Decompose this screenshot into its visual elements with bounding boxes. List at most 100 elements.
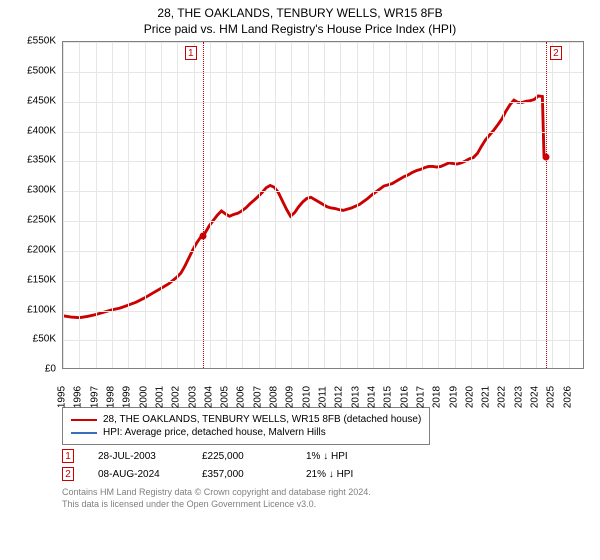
event-price: £357,000 [202, 469, 282, 480]
gridline-vertical [308, 42, 309, 368]
x-tick-label: 2025 [546, 386, 557, 408]
x-tick-label: 2020 [464, 386, 475, 408]
x-tick-label: 2006 [236, 386, 247, 408]
gridline-vertical [128, 42, 129, 368]
gridline-vertical [357, 42, 358, 368]
x-tick-label: 1997 [89, 386, 100, 408]
gridline-vertical [520, 42, 521, 368]
gridline-horizontal [63, 102, 583, 103]
gridline-vertical [324, 42, 325, 368]
gridline-horizontal [63, 251, 583, 252]
y-tick-label: £350K [27, 155, 56, 166]
event-marker: 2 [550, 46, 562, 60]
legend-swatch [71, 419, 97, 421]
x-tick-label: 2010 [301, 386, 312, 408]
gridline-vertical [471, 42, 472, 368]
sale-marker [542, 154, 549, 161]
gridline-vertical [422, 42, 423, 368]
x-tick-label: 2021 [481, 386, 492, 408]
gridline-vertical [96, 42, 97, 368]
x-tick-label: 2007 [252, 386, 263, 408]
gridline-vertical [389, 42, 390, 368]
gridline-vertical [63, 42, 64, 368]
legend-swatch [71, 432, 97, 434]
gridline-vertical [438, 42, 439, 368]
gridline-horizontal [63, 311, 583, 312]
title-line-1: 28, THE OAKLANDS, TENBURY WELLS, WR15 8F… [16, 6, 584, 22]
event-date: 28-JUL-2003 [98, 451, 178, 462]
x-tick-label: 2001 [154, 386, 165, 408]
x-tick-label: 2018 [432, 386, 443, 408]
gridline-vertical [161, 42, 162, 368]
gridline-vertical [79, 42, 80, 368]
legend-label: HPI: Average price, detached house, Malv… [103, 427, 326, 438]
gridline-vertical [259, 42, 260, 368]
gridline-horizontal [63, 161, 583, 162]
sale-marker [199, 233, 206, 240]
events-table: 128-JUL-2003£225,0001% ↓ HPI208-AUG-2024… [62, 449, 584, 481]
chart-title: 28, THE OAKLANDS, TENBURY WELLS, WR15 8F… [16, 6, 584, 37]
chart-container: 28, THE OAKLANDS, TENBURY WELLS, WR15 8F… [0, 0, 600, 560]
gridline-vertical [552, 42, 553, 368]
x-tick-label: 1996 [73, 386, 84, 408]
footer-line-2: This data is licensed under the Open Gov… [62, 499, 584, 511]
plot-area: £0£50K£100K£150K£200K£250K£300K£350K£400… [16, 41, 584, 401]
footer-line-1: Contains HM Land Registry data © Crown c… [62, 487, 584, 499]
x-tick-label: 2008 [269, 386, 280, 408]
x-tick-label: 1998 [105, 386, 116, 408]
x-axis-labels: 1995199619971998199920002001200220032004… [62, 369, 584, 401]
gridline-vertical [503, 42, 504, 368]
gridline-vertical [569, 42, 570, 368]
gridline-vertical [455, 42, 456, 368]
gridline-vertical [291, 42, 292, 368]
x-tick-label: 2011 [318, 386, 329, 408]
gridline-vertical [177, 42, 178, 368]
gridline-vertical [145, 42, 146, 368]
x-tick-label: 2022 [497, 386, 508, 408]
gridline-vertical [373, 42, 374, 368]
event-number: 2 [62, 467, 74, 481]
footer: Contains HM Land Registry data © Crown c… [62, 487, 584, 510]
x-tick-label: 2004 [203, 386, 214, 408]
y-tick-label: £300K [27, 185, 56, 196]
gridline-vertical [112, 42, 113, 368]
gridline-vertical [194, 42, 195, 368]
x-tick-label: 2009 [285, 386, 296, 408]
legend-row: 28, THE OAKLANDS, TENBURY WELLS, WR15 8F… [71, 414, 421, 425]
x-tick-label: 2017 [415, 386, 426, 408]
event-line [203, 42, 204, 368]
y-tick-label: £200K [27, 244, 56, 255]
gridline-vertical [536, 42, 537, 368]
gridline-horizontal [63, 132, 583, 133]
gridline-horizontal [63, 191, 583, 192]
x-tick-label: 2014 [366, 386, 377, 408]
gridline-vertical [340, 42, 341, 368]
y-tick-label: £250K [27, 215, 56, 226]
y-tick-label: £450K [27, 95, 56, 106]
line-series-svg [63, 42, 583, 368]
x-tick-label: 2024 [530, 386, 541, 408]
y-axis-labels: £0£50K£100K£150K£200K£250K£300K£350K£400… [16, 41, 60, 401]
event-marker: 1 [185, 46, 197, 60]
title-line-2: Price paid vs. HM Land Registry's House … [16, 22, 584, 38]
gridline-horizontal [63, 42, 583, 43]
gridline-horizontal [63, 281, 583, 282]
y-tick-label: £400K [27, 125, 56, 136]
gridline-vertical [406, 42, 407, 368]
x-tick-label: 2013 [350, 386, 361, 408]
plot-region: 12 [62, 41, 584, 369]
x-tick-label: 2016 [399, 386, 410, 408]
y-tick-label: £150K [27, 274, 56, 285]
x-tick-label: 2012 [334, 386, 345, 408]
y-tick-label: £100K [27, 304, 56, 315]
x-tick-label: 2002 [171, 386, 182, 408]
event-row: 128-JUL-2003£225,0001% ↓ HPI [62, 449, 584, 463]
y-tick-label: £50K [33, 334, 56, 345]
legend: 28, THE OAKLANDS, TENBURY WELLS, WR15 8F… [62, 407, 430, 445]
event-number: 1 [62, 449, 74, 463]
gridline-vertical [487, 42, 488, 368]
gridline-horizontal [63, 221, 583, 222]
y-tick-label: £550K [27, 36, 56, 47]
event-price: £225,000 [202, 451, 282, 462]
x-tick-label: 2019 [448, 386, 459, 408]
